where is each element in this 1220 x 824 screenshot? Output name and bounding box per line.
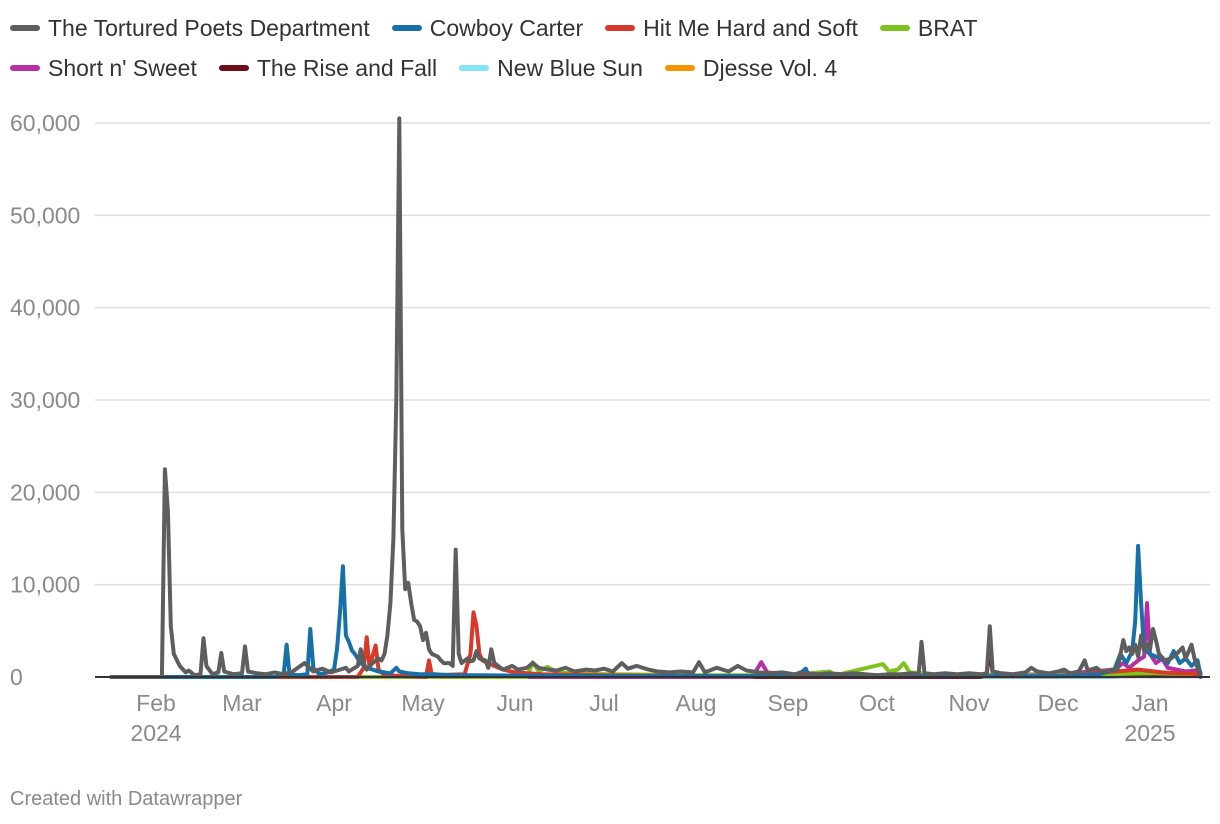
legend-label: Hit Me Hard and Soft	[643, 15, 858, 41]
x-tick-label: Mar	[222, 690, 262, 716]
y-tick-label: 0	[10, 664, 23, 690]
x-tick-label: Aug	[676, 690, 717, 716]
legend-item: BRAT	[879, 12, 978, 44]
y-grid	[95, 122, 1210, 586]
legend-label: The Tortured Poets Department	[48, 15, 370, 41]
y-tick-label: 60,000	[10, 110, 80, 136]
y-tick-label: 50,000	[10, 202, 80, 228]
x-tick-year-label: 2025	[1124, 720, 1175, 746]
y-tick-label: 20,000	[10, 479, 80, 505]
legend-swatch	[605, 25, 636, 31]
series-lines	[109, 116, 1203, 679]
legend-swatch	[459, 65, 490, 71]
series-line-short-n-sweet	[109, 601, 1203, 679]
legend-swatch	[218, 65, 249, 71]
y-tick-label: 10,000	[10, 572, 80, 598]
legend-swatch	[10, 65, 40, 71]
x-tick-year-label: 2024	[130, 720, 181, 746]
series-line-hit-me-hard-and-soft	[109, 610, 1203, 679]
legend-item: Hit Me Hard and Soft	[605, 12, 858, 44]
legend-item: Cowboy Carter	[391, 12, 584, 44]
y-tick-label: 40,000	[10, 295, 80, 321]
x-axis-labels: Feb 2024 Mar Apr May Jun Jul Aug Sep Oct Nov Dec Jan…	[130, 690, 1175, 746]
series-line-the-tortured-poets-department	[109, 116, 1203, 679]
x-tick-label: Feb	[136, 690, 176, 716]
legend-label: New Blue Sun	[497, 55, 643, 81]
y-tick-label: 30,000	[10, 387, 80, 413]
x-tick-label: Oct	[859, 690, 895, 716]
legend: The Tortured Poets Department Cowboy Cart…	[10, 12, 1200, 84]
legend-label: BRAT	[917, 15, 978, 41]
chart-credit: Created with Datawrapper	[10, 788, 243, 810]
x-tick-label: Jan	[1131, 690, 1168, 716]
x-tick-label: Dec	[1038, 690, 1079, 716]
y-axis-labels: 0 10,000 20,000 30,000 40,000 50,000 60,000	[10, 110, 80, 690]
legend-item: The Tortured Poets Department	[10, 12, 370, 44]
legend-swatch	[391, 25, 422, 31]
x-tick-label: Apr	[316, 690, 352, 716]
line-chart: 0 10,000 20,000 30,000 40,000 50,000 60,000 Fe…	[10, 110, 1210, 746]
legend-item: Djesse Vol. 4	[664, 52, 838, 84]
legend-item: Short n' Sweet	[10, 52, 197, 84]
x-tick-label: Jun	[496, 690, 533, 716]
x-tick-label: Nov	[949, 690, 990, 716]
legend-label: The Rise and Fall	[256, 55, 438, 81]
x-tick-label: May	[401, 690, 445, 716]
legend-swatch	[879, 25, 910, 31]
legend-label: Short n' Sweet	[48, 55, 197, 81]
x-tick-label: Sep	[768, 690, 809, 716]
x-tick-label: Jul	[589, 690, 618, 716]
legend-item: New Blue Sun	[459, 52, 643, 84]
series-line-cowboy-carter	[109, 543, 1203, 679]
legend-swatch	[664, 65, 695, 71]
legend-label: Cowboy Carter	[429, 15, 584, 41]
legend-item: The Rise and Fall	[218, 52, 438, 84]
legend-label: Djesse Vol. 4	[702, 55, 838, 81]
legend-swatch	[10, 25, 40, 31]
